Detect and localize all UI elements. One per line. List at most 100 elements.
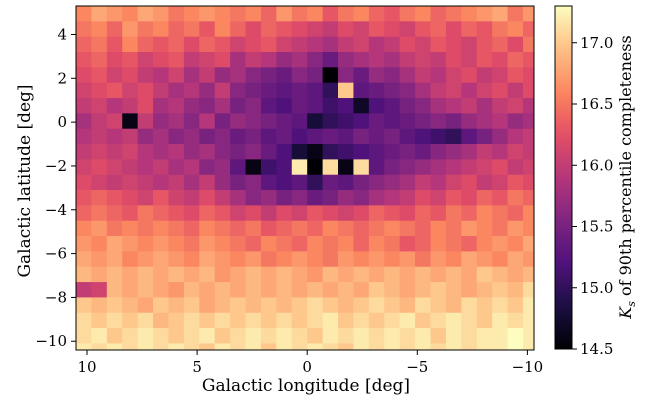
heatmap-cell: [230, 220, 246, 237]
colorbar: 14.5 15.0 15.5 16.0 16.5 17.0: [554, 5, 613, 358]
heatmap-cell: [399, 52, 416, 68]
heatmap-cell: [368, 113, 385, 130]
colorbar-label-symbol: K: [616, 306, 635, 320]
heatmap-cell: [430, 205, 447, 222]
heatmap-cell: [183, 144, 200, 160]
heatmap-cell: [445, 67, 462, 84]
heatmap-cell: [338, 174, 354, 191]
heatmap-cell: [245, 251, 262, 268]
heatmap-cell: [214, 36, 231, 53]
heatmap-cell: [245, 82, 262, 99]
heatmap-cell: [137, 220, 154, 237]
heatmap-cell: [476, 220, 493, 237]
heatmap-cell: [368, 190, 385, 206]
heatmap-cell: [492, 67, 508, 84]
heatmap-cell: [522, 312, 535, 329]
heatmap-cell: [168, 128, 185, 145]
heatmap-cell: [415, 190, 431, 206]
heatmap-cell: [384, 128, 401, 145]
heatmap-cell: [430, 113, 447, 130]
heatmap-cell: [307, 174, 324, 191]
heatmap-cell: [153, 190, 169, 206]
heatmap-cell: [245, 328, 262, 344]
heatmap-cell: [338, 36, 354, 53]
heatmap-cell: [507, 343, 524, 351]
heatmap-cell: [106, 343, 123, 351]
heatmap-cell: [338, 159, 354, 176]
heatmap-cell: [445, 174, 462, 191]
heatmap-cell: [399, 67, 416, 84]
heatmap-cell: [199, 113, 216, 130]
heatmap-cell: [153, 297, 169, 314]
heatmap-cell: [507, 36, 524, 53]
heatmap-cell: [91, 251, 108, 268]
heatmap-cell: [91, 190, 108, 206]
heatmap-cell: [276, 6, 293, 22]
heatmap-cell: [384, 36, 401, 53]
heatmap-cell: [492, 266, 508, 283]
heatmap-cell: [476, 266, 493, 283]
heatmap-cell: [476, 21, 493, 38]
heatmap-cell: [399, 312, 416, 329]
heatmap-cell: [461, 36, 478, 53]
heatmap-cell: [260, 312, 277, 329]
heatmap-cell: [183, 98, 200, 114]
heatmap-cell: [276, 328, 293, 344]
heatmap-cell: [430, 328, 447, 344]
heatmap-cell: [399, 220, 416, 237]
heatmap-cell: [137, 6, 154, 22]
heatmap-cell: [338, 82, 354, 99]
heatmap-cell: [430, 343, 447, 351]
heatmap-cell: [168, 174, 185, 191]
heatmap-cell: [153, 144, 169, 160]
heatmap-cell: [153, 67, 169, 84]
heatmap-cell: [76, 67, 92, 84]
heatmap-cell: [461, 159, 478, 176]
heatmap-cell: [137, 144, 154, 160]
heatmap-cell: [430, 220, 447, 237]
heatmap-cell: [322, 52, 339, 68]
heatmap-cell: [445, 6, 462, 22]
heatmap-cell: [199, 52, 216, 68]
heatmap-cell: [230, 21, 246, 38]
heatmap-cell: [76, 343, 92, 351]
heatmap-cell: [245, 312, 262, 329]
heatmap-cell: [260, 174, 277, 191]
heatmap-cell: [183, 190, 200, 206]
heatmap-cell: [76, 236, 92, 252]
heatmap-cell: [214, 251, 231, 268]
heatmap-cell: [368, 343, 385, 351]
heatmap-cell: [461, 6, 478, 22]
heatmap-cell: [106, 67, 123, 84]
heatmap-cell: [384, 67, 401, 84]
heatmap-cell: [168, 82, 185, 99]
heatmap-cell: [122, 113, 139, 130]
heatmap-cell: [338, 113, 354, 130]
heatmap-cell: [91, 52, 108, 68]
heatmap-cell: [260, 21, 277, 38]
heatmap-cell: [122, 174, 139, 191]
heatmap-cell: [415, 113, 431, 130]
heatmap-cell: [245, 113, 262, 130]
heatmap-cell: [153, 205, 169, 222]
heatmap-cell: [415, 328, 431, 344]
heatmap-cell: [76, 52, 92, 68]
heatmap-cell: [461, 113, 478, 130]
heatmap-cell: [91, 297, 108, 314]
heatmap-cell: [307, 343, 324, 351]
heatmap-cell: [399, 297, 416, 314]
heatmap-cell: [384, 205, 401, 222]
colorbar-tick-label: 15.0: [580, 279, 613, 297]
heatmap-cell: [137, 297, 154, 314]
heatmap-cell: [91, 159, 108, 176]
heatmap-cell: [476, 113, 493, 130]
heatmap-cell: [399, 205, 416, 222]
heatmap-cell: [230, 67, 246, 84]
heatmap-cell: [76, 159, 92, 176]
heatmap-cell: [153, 98, 169, 114]
heatmap-cell: [461, 343, 478, 351]
heatmap-cell: [476, 36, 493, 53]
y-tick-label: −4: [45, 201, 67, 219]
heatmap-cell: [106, 98, 123, 114]
heatmap-cell: [168, 328, 185, 344]
